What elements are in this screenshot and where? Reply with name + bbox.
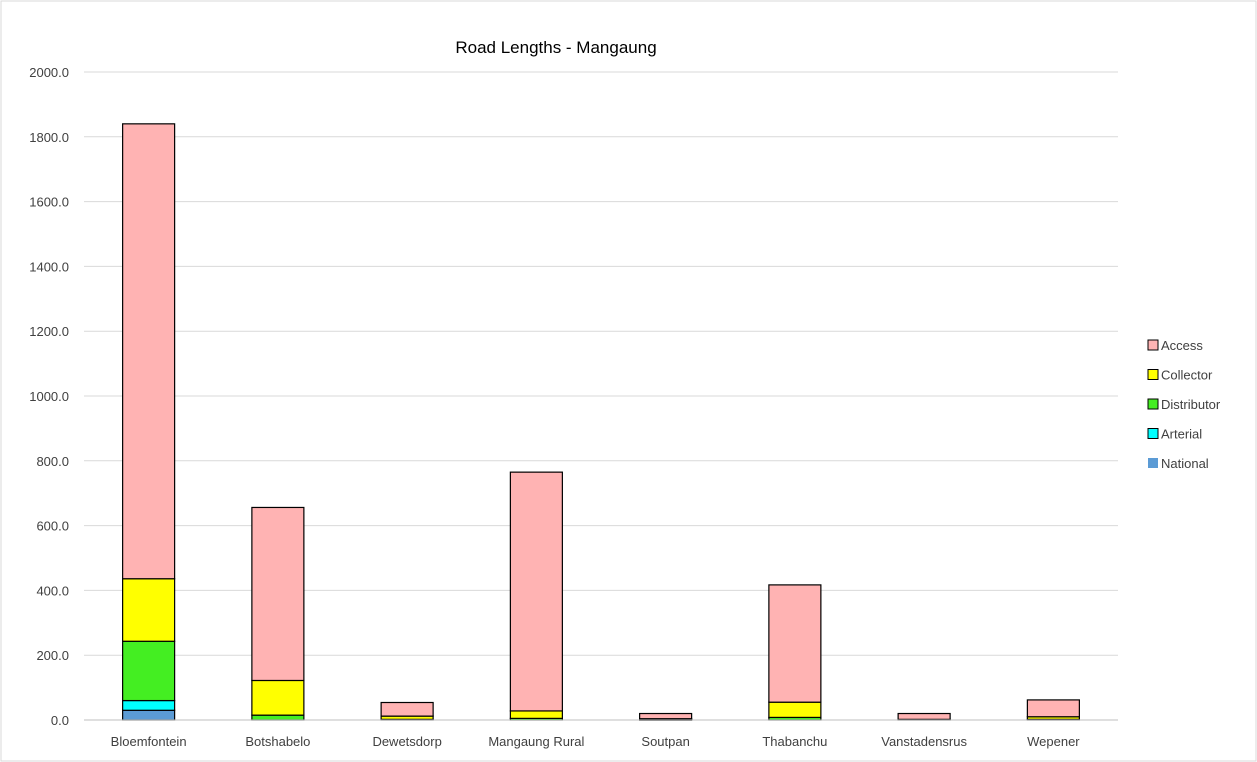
bar-segment-national <box>122 709 176 721</box>
y-tick-label: 2000.0 <box>29 65 69 80</box>
y-tick-label: 1400.0 <box>29 259 69 274</box>
y-tick-label: 800.0 <box>36 454 69 469</box>
y-tick-label: 1600.0 <box>29 195 69 210</box>
bar-segment-distributor <box>251 714 305 721</box>
x-tick-label: Wepener <box>1027 734 1080 749</box>
bar-segment-collector <box>768 701 822 719</box>
axes: 0.0 200.0 400.0 600.0 800.0 1000.0 1200.0 1400.… <box>29 65 1118 749</box>
x-tick-label: Dewetsdorp <box>372 734 441 749</box>
x-tick-label: Mangaung Rural <box>488 734 584 749</box>
x-tick-label: Botshabelo <box>245 734 310 749</box>
bars <box>122 123 1080 721</box>
y-tick-label: 1800.0 <box>29 130 69 145</box>
legend-label-access: Access <box>1161 338 1203 353</box>
legend-swatch-access <box>1147 339 1159 351</box>
x-tick-label: Bloemfontein <box>111 734 187 749</box>
legend-label-national: National <box>1161 456 1209 471</box>
bar-segment-collector <box>251 679 305 716</box>
bar-segment-access <box>1026 699 1080 718</box>
x-tick-label: Soutpan <box>641 734 689 749</box>
y-tick-label: 200.0 <box>36 648 69 663</box>
bar-segment-distributor <box>122 640 176 702</box>
bar-segment-access <box>639 712 693 720</box>
bar-segment-access <box>897 712 951 720</box>
chart-title: Road Lengths - Mangaung <box>455 38 656 57</box>
y-tick-label: 1200.0 <box>29 324 69 339</box>
legend-swatch-collector <box>1147 369 1159 380</box>
legend-label-distributor: Distributor <box>1161 397 1221 412</box>
legend: Access Collector Distributor Arterial Nation… <box>1147 338 1221 471</box>
bar-segment-collector <box>122 578 176 642</box>
y-tick-label: 400.0 <box>36 583 69 598</box>
y-tick-label: 1000.0 <box>29 389 69 404</box>
legend-swatch-national <box>1148 458 1158 468</box>
legend-swatch-arterial <box>1147 428 1159 439</box>
y-tick-label: 600.0 <box>36 519 69 534</box>
bar-segment-access <box>380 701 434 717</box>
legend-label-arterial: Arterial <box>1161 427 1202 442</box>
bar-segment-access <box>509 471 563 712</box>
x-tick-label: Thabanchu <box>762 734 827 749</box>
bar-segment-access <box>251 506 305 682</box>
x-tick-label: Vanstadensrus <box>881 734 967 749</box>
bar-segment-arterial <box>122 699 176 711</box>
bar-segment-access <box>768 584 822 703</box>
bar-segment-collector <box>509 710 563 719</box>
legend-swatch-distributor <box>1147 398 1159 410</box>
y-tick-label: 0.0 <box>51 713 69 728</box>
legend-label-collector: Collector <box>1161 368 1213 383</box>
bar-segment-access <box>122 123 176 580</box>
